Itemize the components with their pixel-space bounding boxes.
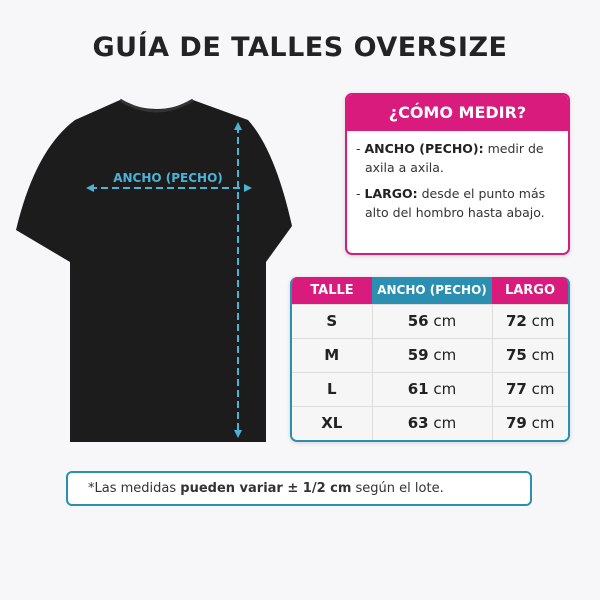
length-cell: 79 cm [492, 405, 568, 440]
tshirt-diagram: ANCHO (PECHO) [16, 98, 292, 442]
table-row: S 56 cm 72 cm [292, 303, 568, 338]
header-length: LARGO [492, 277, 568, 304]
header-width: ANCHO (PECHO) [372, 277, 492, 304]
tshirt-shape [16, 100, 292, 442]
width-label: ANCHO (PECHO) [113, 171, 223, 185]
size-cell: S [292, 303, 373, 338]
disclaimer-note: *Las medidas pueden variar ± 1/2 cm segú… [66, 471, 532, 506]
page-title: GUÍA DE TALLES OVERSIZE [92, 32, 508, 63]
how-to-title: ¿CÓMO MEDIR? [347, 95, 568, 131]
table-row: XL 63 cm 79 cm [292, 405, 568, 440]
size-cell: XL [292, 405, 373, 440]
how-item-length: - LARGO: desde el punto más alto del hom… [356, 186, 546, 220]
how-item-width: - ANCHO (PECHO): medir de axila a axila. [356, 141, 544, 175]
width-cell: 56 cm [372, 303, 493, 338]
length-cell: 77 cm [492, 371, 568, 406]
size-cell: M [292, 337, 373, 372]
header-size: TALLE [292, 277, 372, 304]
table-row: L 61 cm 77 cm [292, 371, 568, 406]
table-row: M 59 cm 75 cm [292, 337, 568, 372]
how-to-measure-box: ¿CÓMO MEDIR? - ANCHO (PECHO): medir de a… [345, 93, 570, 255]
width-cell: 61 cm [372, 371, 493, 406]
length-cell: 75 cm [492, 337, 568, 372]
width-cell: 59 cm [372, 337, 493, 372]
length-cell: 72 cm [492, 303, 568, 338]
width-cell: 63 cm [372, 405, 493, 440]
size-cell: L [292, 371, 373, 406]
size-table: TALLE ANCHO (PECHO) LARGO S 56 cm 72 cm M… [290, 277, 570, 442]
